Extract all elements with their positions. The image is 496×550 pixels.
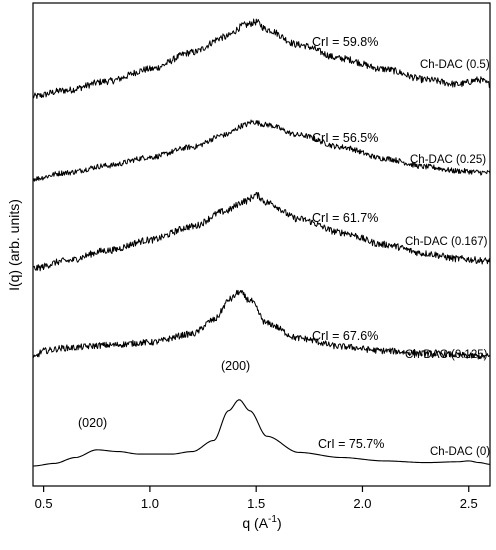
- x-axis-title-main: q (A: [242, 515, 268, 531]
- x-ticks-group: 0.5 1.0 1.5 2.0 2.5: [35, 486, 478, 511]
- series-annotation-3: CrI = 67.6%: [312, 329, 378, 343]
- curve-0: [32, 18, 491, 99]
- series-annotation-4: CrI = 75.7%: [318, 437, 384, 451]
- peak-label-200: (200): [221, 359, 250, 373]
- y-axis-title: I(q) (arb. units): [6, 199, 22, 291]
- curve-3: [32, 289, 491, 360]
- series-annotation-0: CrI = 59.8%: [312, 35, 378, 49]
- x-tick-label-4: 2.5: [460, 496, 478, 511]
- series-annotation-2: CrI = 61.7%: [312, 211, 378, 225]
- series-label-1: Ch-DAC (0.25): [410, 154, 486, 166]
- peak-label-020: (020): [78, 416, 107, 430]
- series-label-4: Ch-DAC (0): [430, 446, 490, 458]
- curve-4: [32, 399, 491, 467]
- series-annotation-1: CrI = 56.5%: [312, 131, 378, 145]
- curve-2: [32, 191, 491, 272]
- series-label-0: Ch-DAC (0.5): [420, 59, 490, 71]
- x-tick-label-0: 0.5: [35, 496, 53, 511]
- x-tick-label-1: 1.0: [141, 496, 159, 511]
- x-axis-title-sup: -1: [268, 514, 277, 525]
- x-tick-label-2: 1.5: [247, 496, 265, 511]
- series-label-2: Ch-DAC (0.167): [405, 236, 488, 248]
- plot-frame: [32, 2, 491, 487]
- x-axis-title-close: ): [277, 515, 282, 531]
- curve-1: [32, 119, 491, 182]
- curves-group: [32, 18, 491, 467]
- x-axis-title: q (A-1): [242, 514, 281, 531]
- x-tick-label-3: 2.0: [353, 496, 371, 511]
- series-label-3: Ch-DAC (0.125): [405, 349, 488, 361]
